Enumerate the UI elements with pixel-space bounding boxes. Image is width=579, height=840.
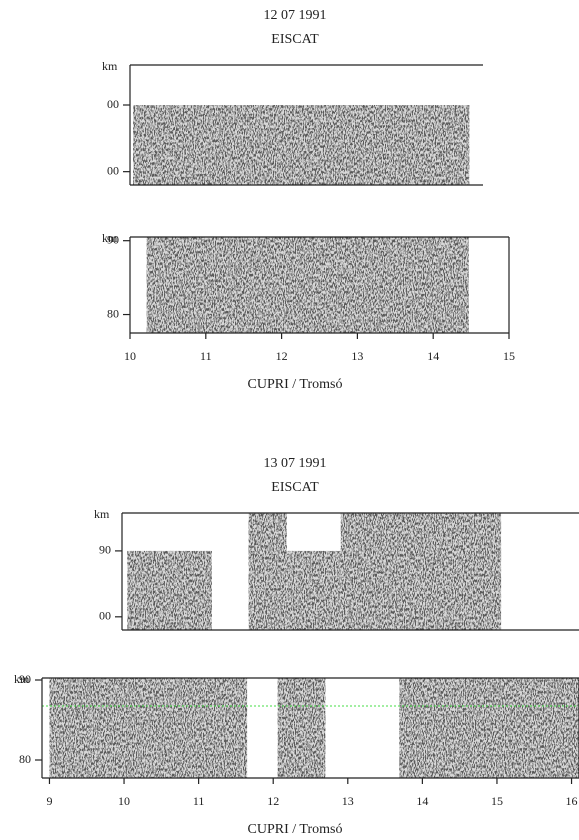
x-tick-label: 11 — [200, 349, 212, 363]
x-tick-label: 10 — [118, 794, 130, 808]
y-tick-label: 90 — [19, 672, 31, 686]
data-band — [248, 513, 287, 630]
x-tick-label: 9 — [46, 794, 52, 808]
x-axis-label: CUPRI / Tromsó — [248, 377, 343, 392]
x-tick-label: 15 — [491, 794, 503, 808]
data-band — [49, 678, 248, 778]
panel-subtitle: EISCAT — [271, 32, 319, 47]
x-tick-label: 16 — [566, 794, 578, 808]
y-axis-label: km — [14, 672, 30, 686]
x-axis-label: CUPRI / Tromsó — [248, 822, 343, 837]
y-tick-label: 90 — [107, 232, 119, 246]
data-band — [399, 678, 579, 778]
y-axis-label: km — [94, 507, 110, 521]
data-band — [286, 550, 341, 630]
x-tick-label: 11 — [193, 794, 205, 808]
data-band — [340, 513, 502, 630]
y-tick-label: 00 — [107, 163, 119, 177]
x-tick-label: 15 — [503, 349, 515, 363]
y-tick-label: 90 — [99, 543, 111, 557]
x-tick-label: 13 — [351, 349, 363, 363]
data-band — [277, 678, 326, 778]
y-tick-label: 00 — [99, 609, 111, 623]
x-tick-label: 13 — [342, 794, 354, 808]
data-band — [127, 550, 212, 630]
data-band — [133, 105, 470, 185]
y-tick-label: 80 — [19, 752, 31, 766]
panel-title: 12 07 1991 — [264, 8, 327, 23]
x-tick-label: 14 — [427, 349, 439, 363]
panel-title: 13 07 1991 — [264, 456, 327, 471]
y-tick-label: 00 — [107, 97, 119, 111]
x-tick-label: 12 — [267, 794, 279, 808]
y-axis-label: km — [102, 231, 118, 245]
panel-subtitle: EISCAT — [271, 480, 319, 495]
y-axis-label: km — [102, 59, 118, 73]
x-tick-label: 10 — [124, 349, 136, 363]
data-band — [146, 237, 469, 333]
x-tick-label: 12 — [276, 349, 288, 363]
y-tick-label: 80 — [107, 306, 119, 320]
x-tick-label: 14 — [416, 794, 428, 808]
